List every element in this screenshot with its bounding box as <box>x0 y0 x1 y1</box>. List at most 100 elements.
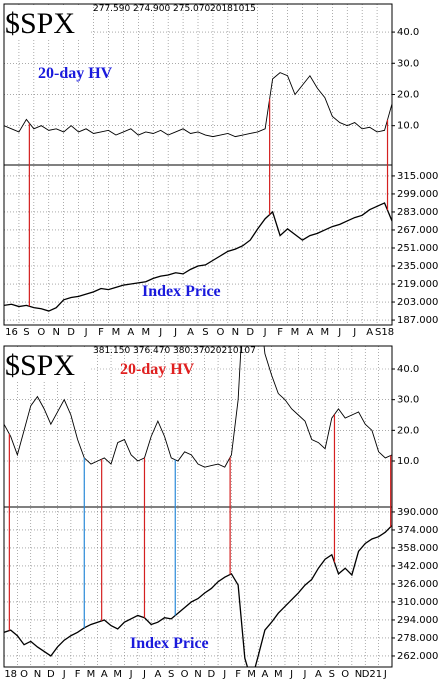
y-tick-label: 30.0 <box>397 58 419 69</box>
x-tick-label: A <box>261 669 268 680</box>
x-tick-label: J <box>129 669 133 680</box>
x-tick-label: N <box>194 669 201 680</box>
x-tick-label: N <box>52 327 59 338</box>
x-tick-label: D <box>208 669 216 680</box>
series-label: Index Price <box>130 635 209 652</box>
x-tick-label: M <box>247 669 256 680</box>
x-tick-label: F <box>277 327 283 338</box>
x-tick-label: O <box>216 327 224 338</box>
y-tick-label: 20.0 <box>397 89 419 100</box>
quote-value: 376.470 <box>133 346 170 356</box>
quote-value: 380.370 <box>173 346 210 356</box>
x-tick-label: N <box>34 669 41 680</box>
x-tick-label: A <box>154 669 161 680</box>
y2-tick-label: 358.000 <box>397 543 438 554</box>
x-tick-label: J <box>62 669 66 680</box>
y2-tick-label: 267.000 <box>397 225 438 236</box>
y2-tick-label: 342.000 <box>397 561 438 572</box>
y2-tick-label: 235.000 <box>397 261 438 272</box>
x-tick-label: M <box>321 327 330 338</box>
y-tick-label: 40.0 <box>397 364 419 375</box>
x-tick-label: J <box>289 669 293 680</box>
x-tick-label: J <box>158 327 162 338</box>
x-tick-label: S <box>202 327 208 338</box>
x-tick-label: D <box>67 327 75 338</box>
x-tick-label: A <box>315 669 322 680</box>
y2-tick-label: 251.000 <box>397 243 438 254</box>
x-tick-label: M <box>87 669 96 680</box>
x-tick-label: F <box>75 669 81 680</box>
x-tick-label: O <box>181 669 189 680</box>
y2-tick-label: 262.000 <box>397 651 438 662</box>
quote-value: 381.150 <box>93 346 130 356</box>
series-label: 20-day HV <box>38 65 113 82</box>
x-tick-label: M <box>274 669 283 680</box>
quote-date: 20181015 <box>210 4 256 14</box>
y2-tick-label: 326.000 <box>397 579 438 590</box>
x-tick-label: S18 <box>375 327 394 338</box>
y2-tick-label: 294.000 <box>397 615 438 626</box>
x-tick-label: J <box>263 327 267 338</box>
x-tick-label: D <box>47 669 55 680</box>
x-tick-label: S <box>329 669 335 680</box>
series-line <box>4 202 392 312</box>
quote-value: 274.900 <box>133 4 170 14</box>
y2-tick-label: 187.000 <box>397 315 438 326</box>
y2-tick-label: 310.000 <box>397 597 438 608</box>
x-tick-label: F <box>235 669 241 680</box>
series-line <box>4 524 392 667</box>
y2-tick-label: 278.000 <box>397 633 438 644</box>
y2-tick-label: 219.000 <box>397 279 438 290</box>
x-tick-label: A <box>127 327 134 338</box>
x-tick-label: M <box>113 669 122 680</box>
y-tick-label: 20.0 <box>397 425 419 436</box>
x-tick-label: A <box>187 327 194 338</box>
x-tick-label: 18 <box>4 669 17 680</box>
x-tick-label: S <box>168 669 174 680</box>
y2-tick-label: 299.000 <box>397 189 438 200</box>
x-tick-label: O <box>20 669 28 680</box>
y2-tick-label: 315.000 <box>397 171 438 182</box>
x-tick-label: 16 <box>5 327 18 338</box>
x-tick-label: F <box>98 327 104 338</box>
y2-tick-label: 390.000 <box>397 507 438 518</box>
x-tick-label: J <box>303 669 307 680</box>
quote-date: 20210107 <box>210 346 256 356</box>
panel: 16 S O N D J F M A M J J A S O N D J F M A M J J A S1840.030.020.… <box>3 3 438 338</box>
x-tick-label: N <box>232 327 239 338</box>
y2-tick-label: 374.000 <box>397 525 438 536</box>
y-tick-label: 10.0 <box>397 456 419 467</box>
x-tick-label: D21 <box>362 669 382 680</box>
x-tick-label: S <box>23 327 29 338</box>
x-tick-label: A <box>307 327 314 338</box>
y-tick-label: 10.0 <box>397 121 419 132</box>
y2-tick-label: 203.000 <box>397 297 438 308</box>
quote-value: 277.590 <box>93 4 130 14</box>
x-tick-label: D <box>246 327 254 338</box>
x-tick-label: A <box>101 669 108 680</box>
x-tick-label: M <box>112 327 121 338</box>
series-label: 20-day HV <box>120 361 195 378</box>
x-tick-label: A <box>366 327 373 338</box>
x-tick-label: O <box>341 669 349 680</box>
x-tick-label: J <box>222 669 226 680</box>
panel: 18 O N D J F M A M J J A S O N D J F M A M J J A S O N D21 J40.030.0… <box>3 345 438 680</box>
x-tick-label: J <box>142 669 146 680</box>
series-line <box>4 346 392 468</box>
x-tick-label: J <box>84 327 88 338</box>
series-line <box>4 72 392 138</box>
x-tick-label: J <box>337 327 341 338</box>
symbol: $SPX <box>5 7 75 40</box>
x-tick-label: J <box>352 327 356 338</box>
symbol: $SPX <box>5 349 75 382</box>
x-tick-label: J <box>173 327 177 338</box>
x-tick-label: N <box>355 669 362 680</box>
series-label: Index Price <box>142 283 221 300</box>
x-tick-label: O <box>37 327 45 338</box>
y-tick-label: 30.0 <box>397 395 419 406</box>
x-tick-label: M <box>291 327 300 338</box>
y2-tick-label: 283.000 <box>397 207 438 218</box>
x-tick-label: J <box>383 669 387 680</box>
y-tick-label: 40.0 <box>397 27 419 38</box>
